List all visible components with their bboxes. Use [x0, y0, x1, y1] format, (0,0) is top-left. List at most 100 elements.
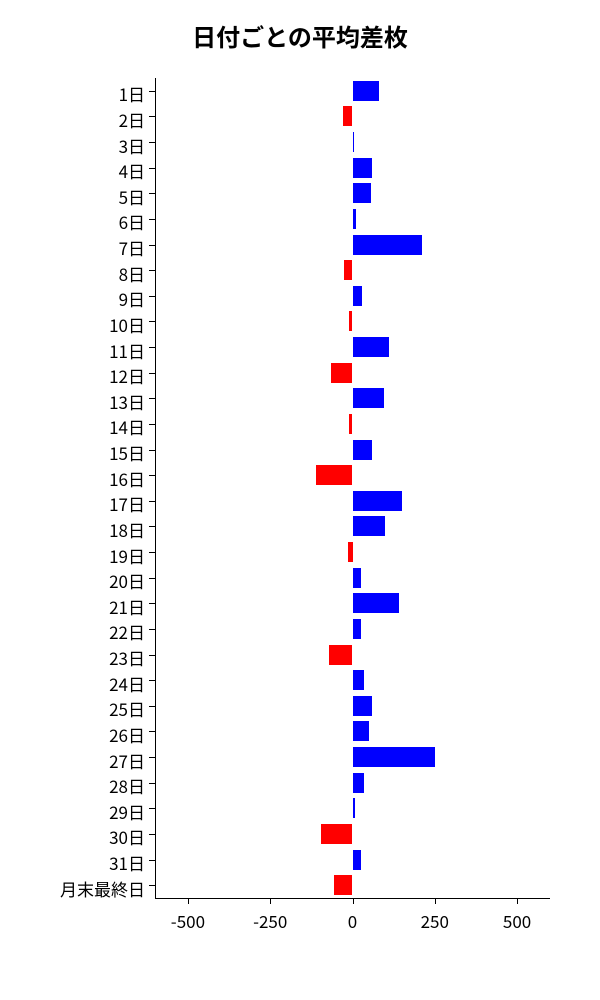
y-tick-label: 20日 [109, 568, 145, 593]
bar [353, 286, 363, 306]
y-tick-mark [149, 321, 155, 322]
y-tick-label: 10日 [109, 312, 145, 337]
y-tick-label: 13日 [109, 389, 145, 414]
bar [353, 850, 361, 870]
bar [353, 183, 371, 203]
y-tick-label: 31日 [109, 850, 145, 875]
x-tick-mark [270, 898, 271, 904]
bar [353, 491, 402, 511]
y-tick-label: 28日 [109, 773, 145, 798]
bar [353, 132, 355, 152]
bar [353, 158, 373, 178]
bar [334, 875, 352, 895]
y-tick-label: 25日 [109, 696, 145, 721]
y-tick-label: 9日 [119, 286, 145, 311]
x-tick-label: -250 [253, 908, 287, 933]
y-tick-mark [149, 860, 155, 861]
bar [353, 696, 373, 716]
y-tick-mark [149, 296, 155, 297]
y-tick-mark [149, 501, 155, 502]
y-tick-label: 5日 [119, 184, 145, 209]
y-tick-mark [149, 578, 155, 579]
y-tick-mark [149, 347, 155, 348]
y-tick-label: 24日 [109, 671, 145, 696]
y-tick-label: 11日 [109, 338, 145, 363]
bar [349, 414, 352, 434]
y-tick-label: 7日 [119, 235, 145, 260]
y-tick-label: 30日 [109, 824, 145, 849]
y-tick-label: 18日 [109, 517, 145, 542]
y-tick-label: 17日 [109, 491, 145, 516]
y-tick-label: 29日 [109, 799, 145, 824]
bar [321, 824, 352, 844]
y-tick-mark [149, 168, 155, 169]
bar [353, 619, 361, 639]
chart-title: 日付ごとの平均差枚 [0, 18, 600, 53]
y-tick-mark [149, 116, 155, 117]
y-tick-mark [149, 398, 155, 399]
y-tick-mark [149, 655, 155, 656]
y-tick-mark [149, 91, 155, 92]
y-tick-mark [149, 706, 155, 707]
y-tick-mark [149, 731, 155, 732]
y-tick-mark [149, 552, 155, 553]
y-tick-mark [149, 680, 155, 681]
y-tick-label: 14日 [109, 414, 145, 439]
y-tick-mark [149, 526, 155, 527]
x-tick-label: 0 [348, 908, 357, 933]
bar [353, 593, 399, 613]
y-tick-label: 23日 [109, 645, 145, 670]
y-tick-label: 12日 [109, 363, 145, 388]
x-tick-label: -500 [171, 908, 205, 933]
bar [353, 721, 369, 741]
bar [329, 645, 352, 665]
bar [344, 260, 352, 280]
bar [353, 568, 361, 588]
bar [348, 542, 353, 562]
y-tick-mark [149, 424, 155, 425]
y-tick-mark [149, 142, 155, 143]
y-tick-mark [149, 450, 155, 451]
y-tick-mark [149, 885, 155, 886]
bar [353, 798, 356, 818]
y-tick-label: 6日 [119, 209, 145, 234]
bar [353, 516, 386, 536]
y-tick-mark [149, 808, 155, 809]
y-tick-mark [149, 219, 155, 220]
y-tick-label: 22日 [109, 619, 145, 644]
x-tick-label: 250 [421, 908, 449, 933]
y-tick-mark [149, 783, 155, 784]
y-tick-label: 4日 [119, 158, 145, 183]
bar [353, 670, 365, 690]
y-axis-line [155, 78, 156, 898]
bar [353, 337, 389, 357]
y-tick-label: 26日 [109, 722, 145, 747]
bar [316, 465, 352, 485]
x-tick-label: 500 [503, 908, 531, 933]
bar [331, 363, 352, 383]
y-tick-label: 16日 [109, 466, 145, 491]
y-tick-mark [149, 834, 155, 835]
bar [353, 440, 373, 460]
y-tick-mark [149, 757, 155, 758]
y-tick-label: 27日 [109, 748, 145, 773]
y-tick-mark [149, 193, 155, 194]
bar [343, 106, 352, 126]
bar [349, 311, 353, 331]
x-tick-mark [517, 898, 518, 904]
y-tick-label: 月末最終日 [60, 876, 145, 901]
y-tick-label: 21日 [109, 594, 145, 619]
y-tick-label: 3日 [119, 133, 145, 158]
y-tick-label: 2日 [119, 107, 145, 132]
y-tick-label: 8日 [119, 261, 145, 286]
y-tick-label: 15日 [109, 440, 145, 465]
x-tick-mark [188, 898, 189, 904]
bar [353, 81, 379, 101]
chart-container: 日付ごとの平均差枚 -500 -250 0 250 500 1日2日3日4日5日6日7日8… [0, 0, 600, 1000]
bar [353, 773, 365, 793]
bar [353, 747, 435, 767]
y-tick-label: 1日 [119, 81, 145, 106]
bar [353, 235, 422, 255]
x-tick-mark [435, 898, 436, 904]
y-tick-mark [149, 629, 155, 630]
